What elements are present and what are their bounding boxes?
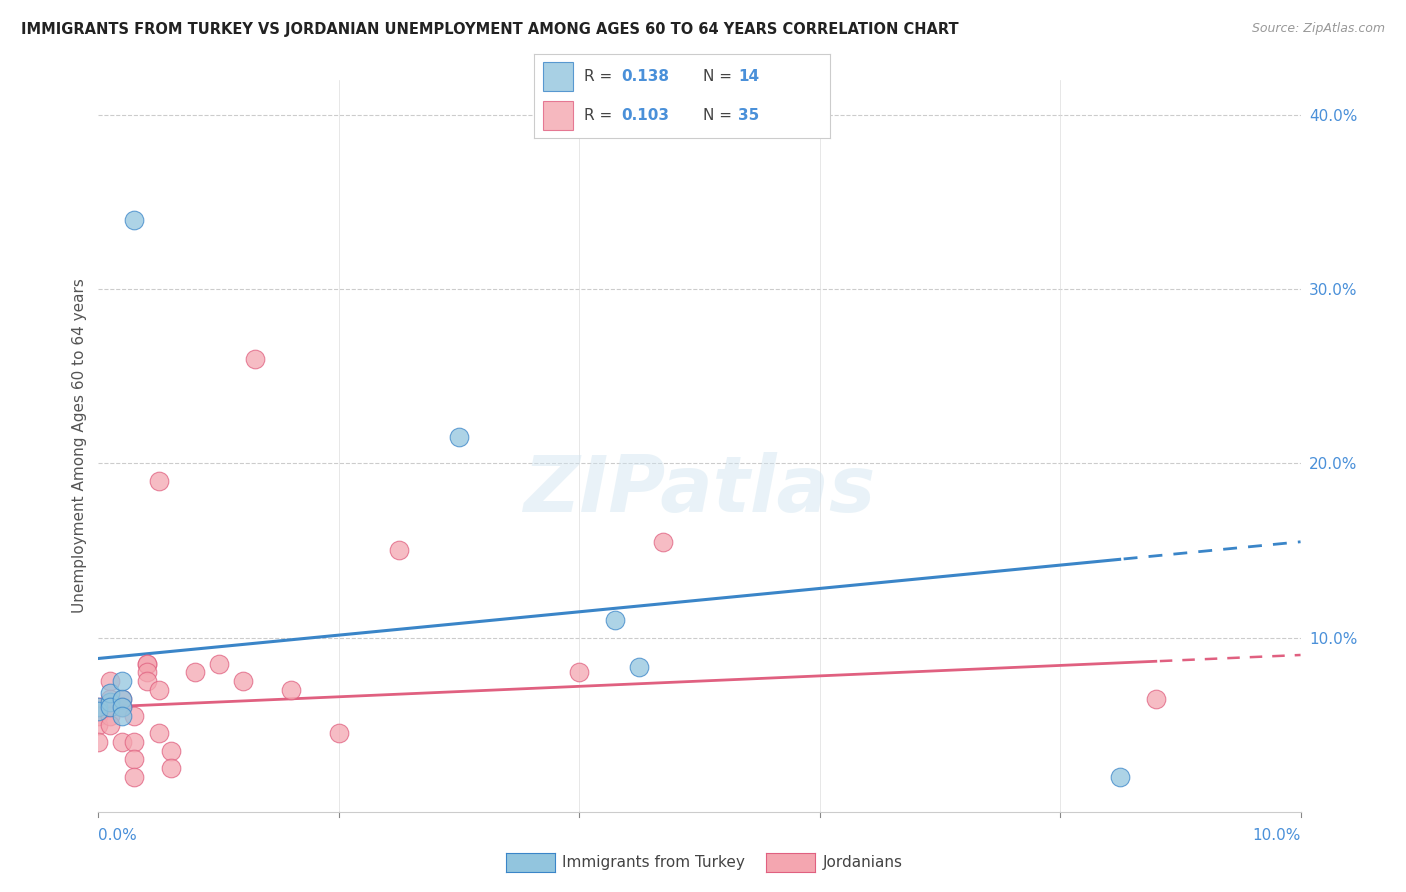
Point — [243, 351, 266, 366]
Text: Jordanians: Jordanians — [823, 855, 903, 870]
Point — [447, 430, 470, 444]
Point — [1144, 691, 1167, 706]
Point — [652, 534, 675, 549]
Point — [124, 752, 146, 766]
Point — [100, 700, 122, 714]
Point — [124, 735, 146, 749]
Text: R =: R = — [585, 108, 617, 123]
Point — [111, 674, 134, 689]
Text: Source: ZipAtlas.com: Source: ZipAtlas.com — [1251, 22, 1385, 36]
Point — [87, 704, 110, 718]
Text: 14: 14 — [738, 69, 759, 84]
Point — [605, 613, 627, 627]
Point — [568, 665, 591, 680]
Point — [1109, 770, 1132, 784]
Point — [148, 474, 170, 488]
Point — [111, 691, 134, 706]
Point — [159, 744, 181, 758]
Point — [148, 682, 170, 697]
Point — [135, 657, 157, 671]
Point — [111, 735, 134, 749]
Text: 0.138: 0.138 — [621, 69, 669, 84]
Point — [100, 691, 122, 706]
Point — [208, 657, 231, 671]
Text: 0.103: 0.103 — [621, 108, 669, 123]
Point — [628, 660, 651, 674]
Point — [111, 709, 134, 723]
Text: Immigrants from Turkey: Immigrants from Turkey — [562, 855, 745, 870]
Text: R =: R = — [585, 69, 617, 84]
Point — [111, 700, 134, 714]
Point — [232, 674, 254, 689]
Point — [124, 709, 146, 723]
Point — [124, 212, 146, 227]
Point — [100, 700, 122, 714]
Point — [87, 735, 110, 749]
Point — [148, 726, 170, 740]
Text: IMMIGRANTS FROM TURKEY VS JORDANIAN UNEMPLOYMENT AMONG AGES 60 TO 64 YEARS CORRE: IMMIGRANTS FROM TURKEY VS JORDANIAN UNEM… — [21, 22, 959, 37]
Point — [100, 695, 122, 709]
Point — [135, 674, 157, 689]
Text: 35: 35 — [738, 108, 759, 123]
Point — [100, 709, 122, 723]
Point — [135, 657, 157, 671]
Point — [328, 726, 350, 740]
FancyBboxPatch shape — [543, 101, 572, 130]
Point — [183, 665, 205, 680]
Point — [87, 709, 110, 723]
Point — [87, 700, 110, 714]
Point — [124, 770, 146, 784]
Point — [280, 682, 302, 697]
Point — [87, 717, 110, 731]
Point — [388, 543, 411, 558]
Point — [159, 761, 181, 775]
Point — [87, 700, 110, 714]
Text: N =: N = — [703, 69, 737, 84]
FancyBboxPatch shape — [543, 62, 572, 91]
Point — [100, 674, 122, 689]
Text: 0.0%: 0.0% — [98, 828, 138, 843]
Point — [100, 686, 122, 700]
Text: N =: N = — [703, 108, 737, 123]
Point — [135, 665, 157, 680]
Point — [100, 717, 122, 731]
Text: ZIPatlas: ZIPatlas — [523, 452, 876, 528]
Point — [111, 691, 134, 706]
Point — [111, 700, 134, 714]
Y-axis label: Unemployment Among Ages 60 to 64 years: Unemployment Among Ages 60 to 64 years — [72, 278, 87, 614]
Text: 10.0%: 10.0% — [1253, 828, 1301, 843]
